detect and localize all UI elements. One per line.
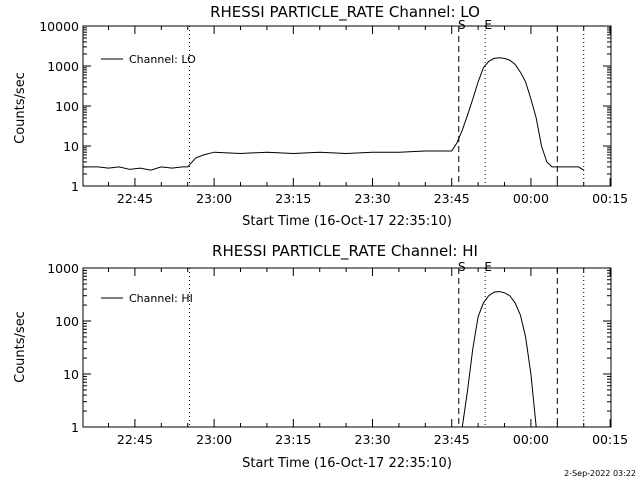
x-tick-label: 22:45 (117, 191, 153, 206)
x-tick-label: 23:30 (355, 432, 391, 447)
x-tick-label: 23:45 (434, 432, 470, 447)
chart-title-lo: RHESSI PARTICLE_RATE Channel: LO (210, 3, 480, 22)
x-tick-label: 00:00 (513, 432, 549, 447)
marker-label: E (484, 18, 492, 32)
legend-hi: Channel: HI (101, 292, 193, 305)
x-tick-label: 23:00 (196, 191, 232, 206)
series-line (83, 57, 584, 171)
x-axis-label-lo: Start Time (16-Oct-17 22:35:10) (242, 214, 452, 229)
legend-label-hi: Channel: HI (129, 292, 193, 305)
y-tick-label: 10 (63, 367, 79, 382)
x-tick-label: 23:15 (275, 191, 311, 206)
plot-area-hi: 1 10 100 1000 22:45 23:00 23:15 23:30 23:45 00:00… (47, 260, 628, 447)
y-tick-label: 1 (71, 179, 79, 194)
x-tick-label: 23:15 (275, 432, 311, 447)
x-tick-label: 23:00 (196, 432, 232, 447)
y-tick-label: 1000 (47, 59, 79, 74)
plot-frame (82, 267, 612, 428)
panel-hi: RHESSI PARTICLE_RATE Channel: HI 1101001… (13, 242, 628, 471)
y-tick-label: 10000 (39, 19, 79, 34)
marker-label: S (458, 260, 466, 274)
x-tick-label: 00:15 (592, 432, 628, 447)
y-tick-label: 100 (55, 99, 79, 114)
y-tick-label: 1 (71, 420, 79, 435)
marker-label: S (458, 18, 466, 32)
marker-label: E (484, 260, 492, 274)
y-axis-label-hi: Counts/sec (13, 311, 28, 383)
legend-lo: Channel: LO (101, 53, 196, 66)
chart-title-hi: RHESSI PARTICLE_RATE Channel: HI (212, 242, 478, 261)
y-tick-label: 1000 (47, 261, 79, 276)
x-tick-label: 00:00 (513, 191, 549, 206)
y-axis-label-lo: Counts/sec (13, 72, 28, 144)
timestamp-stamp: 2-Sep-2022 03:22 (564, 469, 636, 478)
x-axis-label-hi: Start Time (16-Oct-17 22:35:10) (242, 456, 452, 471)
series-line (461, 290, 537, 428)
x-tick-label: 00:15 (592, 191, 628, 206)
x-tick-label: 22:45 (117, 432, 153, 447)
plot-area-lo: 1 10 100 1000 10000 22:45 23:00 23:15 23:30 23:45… (39, 18, 628, 206)
panel-lo: RHESSI PARTICLE_RATE Channel: LO 1101001… (13, 3, 628, 229)
x-tick-label: 23:30 (355, 191, 391, 206)
legend-label-lo: Channel: LO (129, 53, 196, 66)
y-tick-label: 100 (55, 314, 79, 329)
x-tick-label: 23:45 (434, 191, 470, 206)
y-tick-label: 10 (63, 139, 79, 154)
